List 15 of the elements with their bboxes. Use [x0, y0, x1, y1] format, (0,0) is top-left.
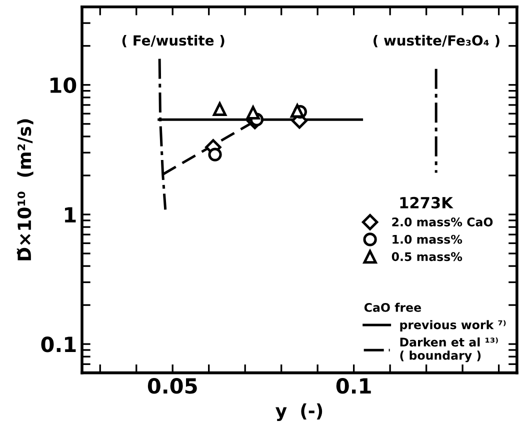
- x-axis-title: y (-): [276, 403, 322, 421]
- y-axis-title: D̃×10¹⁰ (m²/s): [16, 119, 34, 260]
- y-tick-label: 10: [50, 77, 76, 94]
- legend-label: Darken et al ¹³⁾ ( boundary ): [400, 337, 498, 362]
- legend-title: 1273K: [400, 196, 454, 208]
- legend-label: 1.0 mass%: [392, 234, 462, 244]
- annotation: ( Fe/wustite ): [122, 34, 224, 48]
- y-tick-label: 1: [64, 207, 76, 222]
- y-tick-label: 0.1: [41, 336, 76, 352]
- legend-label: 2.0 mass% CaO: [392, 218, 493, 226]
- annotation: ( wustite/Fe₃O₄ ): [374, 34, 500, 48]
- legend-label: 0.5 mass%: [392, 252, 462, 262]
- legend-label: previous work ⁷⁾: [400, 320, 506, 332]
- x-tick-label: 0.05: [148, 378, 197, 394]
- annotation: CaO free: [364, 302, 422, 312]
